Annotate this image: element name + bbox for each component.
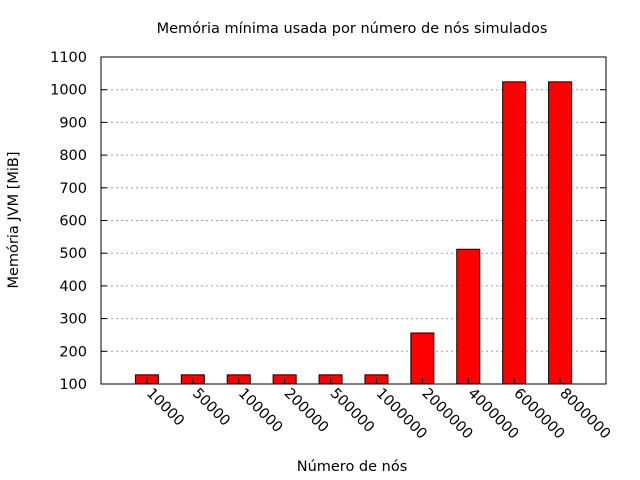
y-axis-ticks: 100 200 300 400 500 600 700 800 900 1000 1100 (50, 50, 606, 393)
x-tick-label: 200000 (281, 386, 331, 436)
x-tick-label: 10000 (143, 386, 187, 430)
x-tick-label: 100000 (235, 386, 285, 436)
x-tick-label: 8000000 (556, 386, 613, 443)
y-tick-label: 800 (59, 148, 87, 164)
chart-title: Memória mínima usada por número de nós s… (157, 21, 548, 37)
y-tick-label: 900 (59, 115, 87, 131)
bar (410, 332, 435, 385)
grid-lines (101, 89, 606, 352)
y-tick-label: 300 (59, 312, 87, 328)
bar (548, 81, 573, 385)
bars (134, 81, 573, 385)
x-axis-label: Número de nós (297, 459, 408, 475)
y-tick-label: 1100 (50, 50, 87, 66)
y-tick-label: 600 (59, 214, 87, 230)
y-tick-label: 100 (59, 377, 87, 393)
bar (456, 248, 481, 385)
y-tick-label: 700 (59, 181, 87, 197)
x-tick-label: 500000 (327, 386, 377, 436)
y-axis-label: Memória JVM [MiB] (6, 151, 22, 288)
y-tick-label: 1000 (50, 83, 87, 99)
x-axis-ticks: 10000 50000 100000200000500000100000020000… (143, 378, 613, 442)
y-tick-label: 500 (59, 246, 87, 262)
bar (502, 81, 527, 385)
x-tick-label: 50000 (189, 386, 233, 430)
y-tick-label: 400 (59, 279, 87, 295)
y-tick-label: 200 (59, 344, 87, 360)
